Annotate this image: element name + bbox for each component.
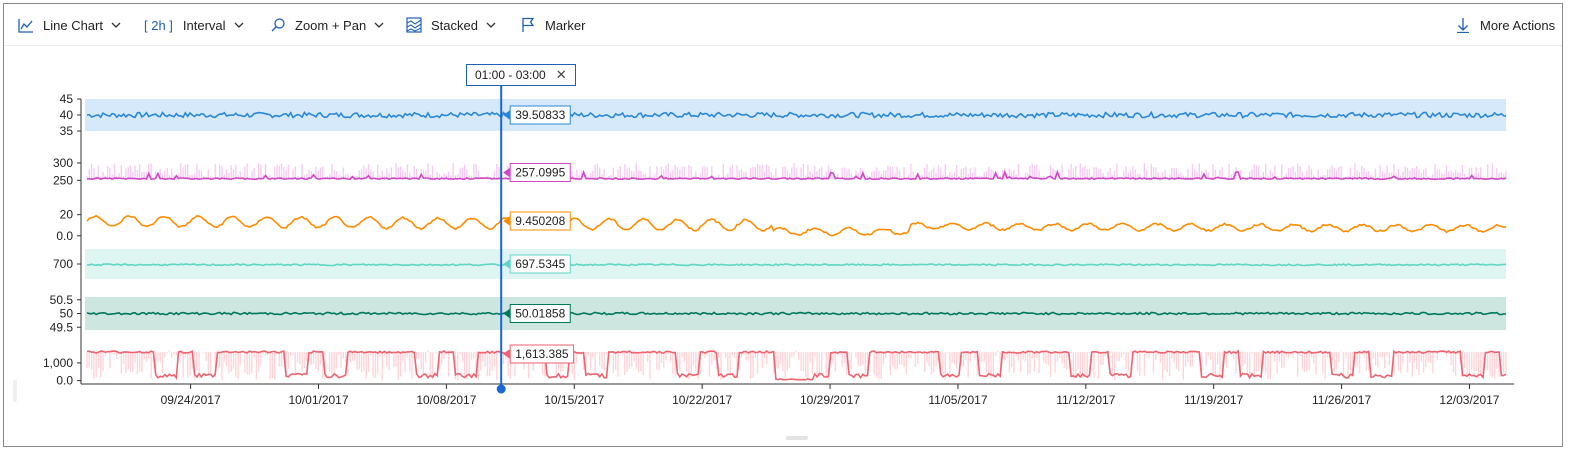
marker-value-pointer: [503, 110, 511, 120]
chart-type-label: Line Chart: [43, 17, 103, 33]
side-resize-handle[interactable]: [13, 380, 17, 402]
y-tick-label: 0.0: [56, 229, 73, 243]
marker-value-box: [509, 344, 575, 364]
marker-value-pointer: [503, 308, 511, 319]
x-tick-label: 11/12/2017: [1056, 393, 1115, 407]
marker-value-pointer: [503, 259, 511, 269]
stacked-dropdown[interactable]: Stacked: [405, 4, 496, 46]
search-icon: [269, 16, 287, 34]
marker-value-label: 1,613.385: [515, 347, 569, 361]
y-tick-label: 35: [60, 124, 74, 138]
y-tick-label: 49.5: [50, 320, 74, 334]
bottom-resize-handle[interactable]: [786, 436, 808, 440]
marker-value-box: [509, 163, 571, 182]
x-tick-label: 10/01/2017: [288, 393, 348, 407]
flag-icon: [519, 16, 537, 34]
series-line[interactable]: [86, 110, 1507, 119]
chart-type-dropdown[interactable]: Line Chart: [17, 4, 121, 46]
y-tick-label: 50.5: [50, 293, 74, 307]
y-tick-label: 1,000: [43, 356, 73, 370]
y-tick-label: 20: [60, 208, 74, 222]
time-marker-handle[interactable]: [496, 384, 506, 394]
x-tick-label: 09/24/2017: [161, 393, 221, 407]
marker-label: Marker: [545, 17, 586, 33]
series-line[interactable]: [86, 169, 1507, 181]
y-tick-label: 300: [53, 156, 73, 170]
marker-value-pointer: [503, 349, 511, 359]
x-tick-label: 10/15/2017: [544, 393, 604, 407]
marker-value-label: 9.450208: [515, 214, 565, 228]
zoom-pan-label: Zoom + Pan: [295, 17, 367, 33]
x-tick-label: 10/29/2017: [800, 393, 860, 407]
x-tick-label: 12/03/2017: [1439, 393, 1499, 407]
marker-value-box: [509, 254, 571, 274]
marker-range-label: 01:00 - 03:00: [475, 68, 546, 82]
marker-value-label: 257.0995: [515, 166, 565, 180]
y-tick-label: 700: [53, 257, 73, 271]
marker-value-box: [509, 105, 571, 125]
series-envelope: [86, 350, 1507, 381]
x-tick-label: 10/22/2017: [672, 393, 732, 407]
stacked-label: Stacked: [431, 17, 478, 33]
marker-value-box: [509, 304, 571, 323]
marker-range-chip[interactable]: 01:00 - 03:00 ✕: [466, 64, 576, 86]
marker-value-pointer: [503, 167, 511, 178]
stacked-line-chart[interactable]: 45 40 35 39.50833 300 250 257.0995 20 0.0 9.45020…: [4, 4, 1562, 446]
y-tick-label: 40: [60, 108, 74, 122]
download-icon: [1454, 16, 1472, 34]
x-tick-label: 10/08/2017: [416, 393, 476, 407]
chart-panel: Line Chart [ 2h ] Interval Zoom + Pan: [3, 3, 1563, 447]
chevron-down-icon: [374, 22, 384, 28]
marker-value-pointer: [503, 216, 511, 226]
chart-toolbar: Line Chart [ 2h ] Interval Zoom + Pan: [4, 4, 1562, 46]
close-icon[interactable]: ✕: [555, 67, 567, 82]
chevron-down-icon: [234, 22, 244, 28]
interval-label: Interval: [182, 17, 226, 33]
x-tick-label: 11/19/2017: [1184, 393, 1243, 407]
y-tick-label: 45: [60, 92, 74, 106]
series-line[interactable]: [86, 214, 1506, 237]
chevron-down-icon: [111, 22, 121, 28]
series-line[interactable]: [86, 263, 1507, 267]
marker-value-box: [509, 211, 571, 231]
series-line[interactable]: [86, 349, 1507, 381]
marker-button[interactable]: Marker: [519, 4, 585, 46]
line-chart-icon: [17, 16, 35, 34]
more-actions-label: More Actions: [1480, 17, 1556, 33]
series-line[interactable]: [86, 311, 1507, 316]
stacked-chart-icon: [405, 16, 423, 34]
x-tick-label: 11/26/2017: [1312, 393, 1371, 407]
more-actions-button[interactable]: More Actions: [1454, 4, 1555, 46]
chevron-down-icon: [486, 22, 496, 28]
marker-value-label: 697.5345: [515, 257, 565, 271]
y-tick-label: 50: [60, 307, 74, 321]
interval-value: [ 2h ]: [144, 17, 173, 33]
series-envelope: [86, 163, 1507, 179]
y-tick-label: 250: [53, 173, 73, 187]
marker-value-label: 39.50833: [515, 108, 565, 122]
zoom-pan-dropdown[interactable]: Zoom + Pan: [269, 4, 384, 46]
marker-value-label: 50.01858: [515, 307, 565, 321]
y-tick-label: 0.0: [56, 374, 73, 388]
x-tick-label: 11/05/2017: [928, 393, 987, 407]
interval-dropdown[interactable]: [ 2h ] Interval: [144, 4, 244, 46]
